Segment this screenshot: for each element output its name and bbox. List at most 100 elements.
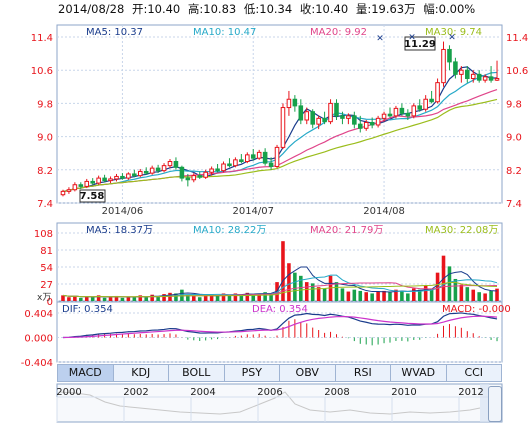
tab-obv[interactable]: OBV	[280, 365, 336, 381]
timeline-overview[interactable]	[56, 383, 503, 423]
volume-bar	[477, 292, 481, 301]
candle-body	[441, 48, 446, 84]
price-y-tick-right: 9.8	[506, 99, 522, 110]
candle-body	[60, 190, 66, 196]
tab-boll[interactable]: BOLL	[169, 365, 225, 381]
volume-bar	[84, 296, 89, 301]
candle-body	[405, 112, 411, 117]
volume-unit-label: x万	[37, 293, 51, 303]
price-x-tick: 2014/06	[102, 206, 144, 217]
volume-bar	[453, 278, 458, 301]
candle-body	[179, 166, 185, 179]
price-ma10-line	[62, 71, 498, 192]
macd-dea-label: DEA: 0.354	[252, 304, 308, 315]
macd-y-tick: 0.000	[24, 334, 53, 345]
candle-body	[447, 48, 452, 63]
volume-bar	[483, 293, 487, 301]
volume-bar	[316, 287, 321, 301]
timeline-selection[interactable]	[480, 384, 489, 422]
timeline-year-label: 2000	[56, 387, 81, 398]
candle-body	[102, 177, 107, 182]
candle-body	[476, 73, 482, 81]
volume-bar	[304, 282, 309, 301]
volume-bar	[310, 283, 315, 301]
volume-bar	[90, 297, 95, 301]
price-x-tick: 2014/07	[232, 206, 274, 217]
volume-bar	[174, 293, 178, 301]
volume-bar	[197, 297, 202, 301]
volume-bar	[417, 289, 422, 301]
volume-bar	[239, 294, 244, 301]
volume-bar	[465, 287, 470, 301]
volume-bar	[257, 293, 261, 301]
price-y-tick-left: 11.4	[31, 33, 53, 44]
tab-psy[interactable]: PSY	[225, 365, 280, 381]
candle-body	[66, 189, 72, 192]
max-price-label: 11.29	[404, 39, 436, 50]
candle-body	[209, 168, 214, 173]
volume-bar	[120, 297, 125, 301]
candle-body	[84, 180, 90, 187]
tab-rsi[interactable]: RSI	[336, 365, 391, 381]
timeline-year-label: 2010	[391, 387, 416, 398]
macd-dif-label: DIF: 0.354	[62, 304, 113, 315]
volume-bar	[376, 291, 380, 301]
candle-body	[429, 98, 434, 103]
max-price-marker: 11.29	[404, 36, 436, 51]
tab-wvad[interactable]: WVAD	[391, 365, 447, 381]
candle-body	[340, 115, 345, 119]
candle-body	[298, 105, 304, 121]
tab-cci[interactable]: CCI	[464, 366, 484, 379]
volume-bar	[429, 288, 434, 301]
candle-body	[191, 175, 197, 181]
price-ma20-label: MA20: 9.92	[310, 27, 367, 38]
timeline-scroll-handle[interactable]	[488, 386, 502, 422]
candle-body	[167, 161, 173, 167]
candle-body	[203, 171, 208, 178]
macd-value-label: MACD: -0.000	[442, 304, 511, 315]
candle-body	[399, 107, 405, 114]
candle-body	[411, 105, 417, 117]
volume-bar	[322, 288, 327, 301]
volume-bar	[423, 285, 428, 301]
candle-body	[310, 111, 315, 125]
volume-bar	[67, 297, 71, 301]
price-y-tick-right: 9.0	[506, 133, 522, 144]
volume-ma10-label: MA10: 28.22万	[193, 225, 266, 236]
volume-y-tick: 27	[40, 280, 53, 291]
tab-macd[interactable]: MACD	[58, 365, 114, 381]
candle-body	[120, 175, 125, 179]
timeline-history-line	[59, 391, 481, 415]
price-y-tick-left: 7.4	[37, 199, 53, 210]
candle-body	[346, 115, 351, 119]
min-price-marker: 7.58	[79, 189, 106, 203]
candle-body	[274, 146, 280, 167]
volume-bar	[299, 275, 303, 301]
candle-body	[304, 111, 310, 121]
volume-bar	[489, 290, 493, 301]
volume-bar	[412, 288, 416, 301]
price-x-tick: 2014/08	[363, 206, 405, 217]
candle-body	[453, 61, 458, 75]
volume-y-tick: 54	[40, 263, 53, 274]
tab-kdj[interactable]: KDJ	[114, 365, 169, 381]
volume-y-tick: 81	[40, 246, 53, 257]
price-y-tick-left: 9.0	[37, 133, 53, 144]
volume-bar	[245, 292, 250, 301]
volume-bar	[215, 295, 220, 301]
candle-body	[173, 161, 179, 168]
macd-dea-line	[62, 315, 498, 339]
volume-bar	[447, 266, 452, 301]
volume-bar	[269, 294, 273, 301]
candle-body	[488, 76, 494, 81]
volume-bar	[334, 282, 339, 301]
price-ma30-line	[62, 98, 498, 192]
candle-body	[132, 173, 137, 177]
volume-bar	[352, 289, 357, 301]
candle-body	[369, 121, 375, 126]
volume-bar	[406, 293, 410, 301]
candle-body	[387, 113, 393, 117]
candle-body	[78, 184, 84, 187]
volume-ma20-label: MA20: 21.79万	[310, 225, 383, 236]
timeline-year-label: 2008	[324, 387, 349, 398]
